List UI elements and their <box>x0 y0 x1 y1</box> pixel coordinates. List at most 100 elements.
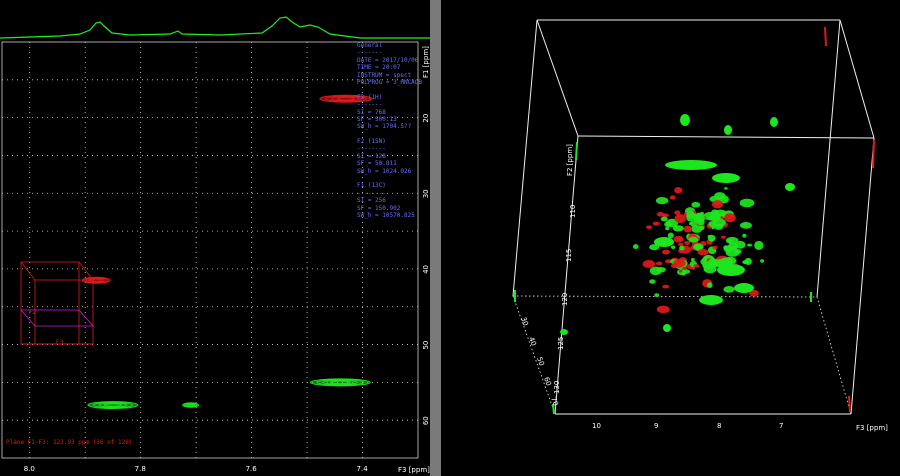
cube-peak-negative <box>707 282 713 288</box>
cube-peak-negative <box>632 244 639 250</box>
plane-view-plot[interactable]: 8.0 7.8 7.6 7.4 20 30 40 50 60 F2 F3 F3 [ppm] F1… <box>0 0 430 476</box>
parameter-line: SI = 256 <box>357 197 386 205</box>
f3-tick-label: 7.4 <box>357 465 369 473</box>
cube-peak-negative <box>708 215 716 221</box>
negative-peak <box>316 379 365 386</box>
cube-peak-negative <box>664 221 672 228</box>
cube-f3-unit: F3 [ppm] <box>856 424 888 432</box>
cube-peak-negative <box>770 117 778 127</box>
f1-tick-label: 60 <box>422 416 430 425</box>
cube-peak-positive <box>697 248 709 256</box>
parameter-line <box>357 131 422 138</box>
parameter-line: ------- <box>357 49 383 57</box>
parameter-line: F2 (15N) <box>357 138 386 146</box>
cube-peak-negative <box>693 243 704 251</box>
cube-axis-labels: 10 9 8 7 110 115 120 125 130 30 40 50 60 70 <box>519 205 783 430</box>
cube-edge-markers <box>514 26 875 415</box>
cube-f2-tick: 115 <box>565 249 573 262</box>
cube-f2-tick: 120 <box>561 293 569 306</box>
plane-view-pane[interactable]: 8.0 7.8 7.6 7.4 20 30 40 50 60 F2 F3 F3 [ppm] F1… <box>0 0 430 476</box>
positive-peak <box>81 276 111 284</box>
positive-peak <box>91 278 102 282</box>
cube-label-f3: F3 <box>56 339 63 346</box>
cube-peak-negative <box>699 295 723 305</box>
positive-peak <box>84 277 108 284</box>
plot-frame <box>1 41 419 459</box>
cube-peak-negative <box>665 160 717 170</box>
cube-peak-negative <box>667 232 674 239</box>
cube-peak-negative <box>679 245 685 251</box>
cube-peak-negative <box>747 243 752 247</box>
parameter-line: -------- <box>357 145 386 153</box>
projection-trace <box>0 16 430 39</box>
cube-peak-negative <box>724 187 728 190</box>
cube-f2-tick: 130 <box>553 381 561 394</box>
cube-f1-tick: 30 <box>519 316 530 327</box>
cube-dotted-edges <box>512 295 852 415</box>
cube-peak-negative <box>754 240 764 250</box>
cube-peak-positive <box>674 210 681 215</box>
peaks <box>81 94 373 410</box>
cube-peak-negative <box>665 226 670 231</box>
f3-tick-label: 8.0 <box>24 465 35 473</box>
cube-peak-positive <box>712 245 718 250</box>
cube-peak-positive <box>662 284 670 289</box>
negative-peak <box>183 402 198 408</box>
f3-axis-unit: F3 [ppm] <box>398 466 430 474</box>
cube-peak-negative <box>655 196 669 205</box>
cube-f3-tick: 7 <box>779 422 783 430</box>
cube-peak-positive <box>749 289 759 297</box>
cube-peak-positive <box>711 200 724 209</box>
parameter-line <box>357 86 422 93</box>
cube-view-pane[interactable]: 10 9 8 7 110 115 120 125 130 30 40 50 60 70 F3 [ppm] … <box>441 0 900 476</box>
cube-peak-positive <box>720 235 726 239</box>
f1-tick-label: 50 <box>422 341 430 350</box>
parameter-line: SI = 128 <box>357 152 386 160</box>
f1-axis-unit: F1 [ppm] <box>422 46 430 78</box>
cube-peak-positive <box>720 216 724 219</box>
cube-peak-positive <box>642 260 656 268</box>
cube-peak-positive <box>669 195 676 200</box>
f1-tick-label: 40 <box>422 265 430 274</box>
cube-peak-negative <box>649 279 656 284</box>
cube-peak-positive <box>674 214 686 224</box>
cube-peak-negative <box>560 329 568 335</box>
cube-f2-tick: 110 <box>569 205 577 218</box>
cube-peak-positive <box>661 249 671 255</box>
f3-tick-label: 7.6 <box>246 465 258 473</box>
cube-peak-negative <box>649 244 660 251</box>
cube-f3-tick: 10 <box>592 422 601 430</box>
cube-peak-negative <box>709 239 715 242</box>
cube-peak-negative <box>691 225 703 233</box>
cube-peak-negative <box>739 222 752 229</box>
cube-peak-positive <box>678 269 683 273</box>
grid <box>2 42 418 458</box>
cube-peak-positive <box>673 258 686 268</box>
cube-peak-positive <box>684 240 691 245</box>
cube-peak-negative <box>739 198 755 208</box>
cube-peak-positive <box>683 225 693 233</box>
positive-peak <box>330 96 361 102</box>
cube-f2-tick: 125 <box>557 337 565 350</box>
cube-peak-negative <box>723 285 735 293</box>
positive-peak <box>325 95 367 102</box>
cube-peak-negative <box>688 236 699 243</box>
positive-peak <box>88 278 105 283</box>
parameter-line: DATE = 2017/10/06 <box>357 56 419 64</box>
cube-peak-positive <box>678 242 684 247</box>
cube-peak-positive <box>691 266 695 270</box>
acquisition-parameters: General ------- DATE = 2017/10/06 TIME = 20… <box>357 42 422 219</box>
cube-peak-positive <box>693 264 700 268</box>
cube-peak-positive <box>655 261 663 266</box>
axis-ticks: 8.0 7.8 7.6 7.4 20 30 40 50 60 <box>24 114 430 473</box>
cube-peak-negative <box>734 283 754 293</box>
f1-tick-label: 20 <box>422 114 430 123</box>
cube-peak-positive <box>646 225 653 230</box>
pane-splitter[interactable] <box>430 0 441 476</box>
cube-indicator <box>20 261 94 345</box>
cube-peak-negative <box>654 293 660 298</box>
cube-peaks <box>560 114 795 335</box>
negative-peak <box>323 379 358 385</box>
cube-peak-negative <box>682 269 691 274</box>
